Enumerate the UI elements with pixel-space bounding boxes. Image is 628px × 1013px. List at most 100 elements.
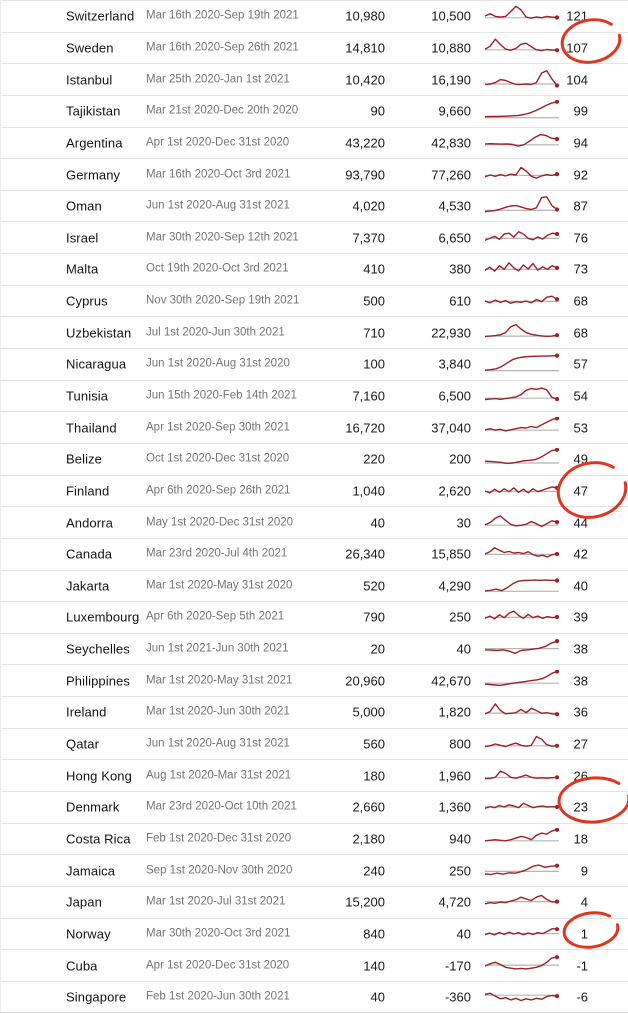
row-score: 92 (573, 167, 588, 183)
sparkline-end-dot (554, 266, 560, 271)
row-score: 38 (573, 673, 588, 689)
date-range: Oct 1st 2020-Dec 31st 2020 (146, 452, 290, 465)
country-name: Argentina (66, 135, 123, 151)
date-range: Mar 23rd 2020-Oct 10th 2021 (146, 800, 297, 813)
country-name: Jamaica (66, 863, 116, 879)
country-name: Japan (66, 894, 102, 910)
date-range: Jun 15th 2020-Feb 14th 2021 (146, 389, 297, 402)
sparkline-end-dot (554, 774, 560, 780)
number-secondary: 1,360 (438, 799, 471, 815)
table-row: Germany Mar 16th 2020-Oct 3rd 2021 93,79… (1, 158, 628, 190)
date-range: Jun 1st 2020-Aug 31st 2020 (146, 357, 290, 370)
number-secondary: 15,850 (431, 546, 471, 562)
number-secondary: 40 (456, 641, 471, 657)
row-score: 121 (566, 8, 588, 24)
sparkline-end-dot (554, 415, 560, 421)
country-name: Germany (66, 167, 121, 183)
sparkline-end-dot (554, 353, 560, 359)
date-range: Apr 6th 2020-Sep 26th 2021 (146, 484, 291, 497)
number-secondary: 37,040 (431, 420, 471, 436)
row-score: 53 (573, 420, 588, 436)
sparkline-end-dot (554, 712, 560, 717)
number-secondary: 6,650 (438, 230, 471, 246)
sparkline-path (484, 640, 558, 655)
number-secondary: 9,660 (438, 103, 471, 119)
date-range: Nov 30th 2020-Sep 19th 2021 (146, 294, 300, 307)
number-secondary: 4,530 (438, 198, 471, 214)
sparkline-path (484, 323, 558, 337)
sparkline-end-dot (554, 397, 560, 402)
country-name: Sweden (66, 40, 114, 56)
sparkline-path (484, 449, 558, 465)
country-name: Denmark (66, 799, 120, 815)
number-secondary: 40 (456, 926, 471, 942)
trend-sparkline (484, 227, 561, 249)
sparkline-path (484, 69, 558, 86)
date-range: May 1st 2020-Dec 31st 2020 (146, 515, 294, 528)
number-primary: 20,960 (345, 673, 385, 689)
number-primary: 26,340 (345, 546, 385, 562)
sparkline-path (484, 230, 558, 241)
table-row: Israel Mar 30th 2020-Sep 12th 2021 7,370… (1, 221, 628, 253)
trend-sparkline (484, 480, 561, 502)
number-secondary: 1,820 (438, 704, 471, 720)
sparkline-path (484, 579, 558, 592)
row-score: 36 (573, 704, 588, 720)
sparkline-path (484, 38, 558, 52)
sparkline-path (484, 387, 558, 401)
date-range: Mar 16th 2020-Oct 3rd 2021 (146, 167, 291, 180)
number-secondary: 77,260 (431, 167, 471, 183)
date-range: Apr 1st 2020-Dec 31st 2020 (146, 136, 290, 149)
number-primary: 93,790 (345, 167, 385, 183)
trend-sparkline (484, 606, 561, 628)
table-row: Switzerland Mar 16th 2020-Sep 19th 2021 … (1, 0, 628, 32)
trend-sparkline (484, 701, 561, 723)
row-score: 104 (566, 72, 588, 88)
number-primary: 16,720 (345, 420, 385, 436)
sparkline-end-dot (554, 82, 560, 88)
table-row: Seychelles Jun 1st 2021-Jun 30th 2021 20… (1, 632, 628, 665)
date-range: Mar 16th 2020-Sep 26th 2021 (146, 41, 299, 54)
country-name: Finland (66, 483, 110, 499)
sparkline-end-dot (554, 827, 560, 832)
number-secondary: 250 (449, 863, 471, 879)
table-row: Argentina Apr 1st 2020-Dec 31st 2020 43,… (1, 126, 628, 159)
row-score: 26 (573, 768, 588, 784)
date-range: Mar 30th 2020-Sep 12th 2021 (146, 231, 299, 244)
country-name: Switzerland (66, 8, 135, 24)
table-row: Japan Mar 1st 2020-Jul 31st 2021 15,200 … (1, 885, 628, 918)
table-row: Thailand Apr 1st 2020-Sep 30th 2021 16,7… (1, 411, 628, 443)
date-range: Mar 25th 2020-Jan 1st 2021 (146, 72, 290, 85)
trend-sparkline (484, 322, 561, 344)
sparkline-end-dot (554, 669, 560, 674)
number-secondary: 380 (449, 261, 471, 277)
country-name: Norway (66, 926, 111, 942)
country-name: Belize (66, 451, 103, 467)
row-score: 68 (573, 293, 588, 309)
sparkline-path (484, 547, 558, 558)
sparkline-end-dot (554, 994, 560, 999)
trend-sparkline (484, 99, 561, 122)
number-primary: 2,180 (352, 831, 385, 847)
row-score: 23 (573, 799, 588, 815)
trend-sparkline (484, 765, 561, 787)
number-secondary: 10,500 (431, 8, 471, 24)
sparkline-end-dot (554, 863, 560, 868)
country-name: Malta (66, 261, 99, 277)
row-score: 54 (573, 388, 588, 404)
number-primary: 7,370 (352, 230, 385, 246)
sparkline-end-dot (554, 743, 560, 748)
trend-sparkline (484, 669, 561, 692)
sparkline-path (484, 802, 558, 810)
number-primary: 40 (370, 989, 385, 1005)
number-primary: 40 (370, 515, 385, 531)
row-score: 9 (580, 863, 588, 879)
row-score: 38 (573, 641, 588, 657)
row-score: 76 (573, 230, 588, 246)
row-score: 49 (573, 451, 588, 467)
trend-sparkline (484, 638, 561, 660)
table-row: Finland Apr 6th 2020-Sep 26th 2021 1,040… (1, 474, 628, 507)
trend-sparkline (484, 353, 561, 375)
number-secondary: 4,720 (438, 894, 471, 910)
date-range: Feb 1st 2020-Dec 31st 2020 (146, 832, 292, 845)
